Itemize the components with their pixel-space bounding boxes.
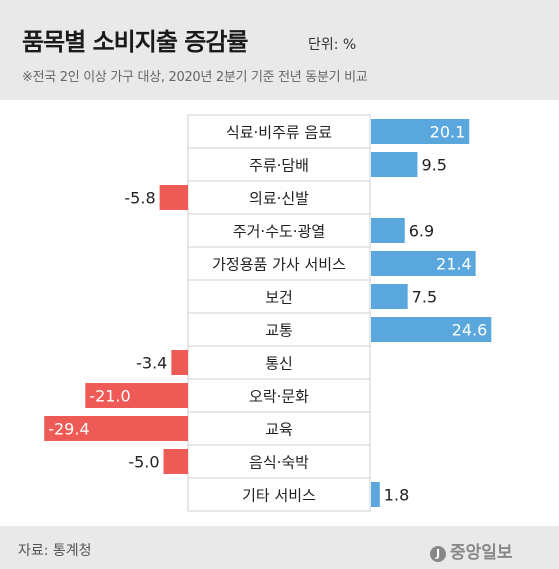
publisher-logo-text: 중앙일보 (450, 543, 513, 563)
category-box (187, 477, 371, 512)
value-label: 9.5 (421, 156, 446, 175)
category-label: 주류·담배 (249, 157, 309, 175)
category-label: 음식·숙박 (249, 454, 309, 472)
value-label: 21.4 (436, 255, 472, 274)
value-label: -21.0 (89, 387, 130, 406)
category-label: 식료·비주류 음료 (226, 124, 332, 142)
category-label: 교통 (265, 322, 293, 340)
value-label: -3.4 (136, 354, 167, 373)
category-box (187, 411, 371, 446)
chart-subtitle: ※전국 2인 이상 가구 대상, 2020년 2분기 기준 전년 동분기 비교 (22, 70, 368, 85)
publisher-logo: J 중앙일보 (430, 538, 513, 563)
category-label: 주거·수도·광열 (233, 223, 325, 241)
bar (371, 284, 408, 309)
value-label: 6.9 (409, 222, 434, 241)
publisher-logo-mark: J (430, 546, 446, 562)
bar (171, 350, 188, 375)
value-label: -5.0 (128, 453, 159, 472)
bar (85, 383, 188, 408)
category-box (187, 312, 371, 347)
chart-title: 품목별 소비지출 증감률 (22, 28, 249, 56)
category-label: 가정용품 가사 서비스 (212, 256, 346, 274)
value-label: 20.1 (430, 123, 466, 142)
value-label: -5.8 (124, 189, 155, 208)
bar (371, 317, 492, 342)
value-label: -29.4 (48, 420, 89, 439)
bar (163, 449, 188, 474)
value-label: 1.8 (384, 486, 409, 505)
bar (371, 152, 418, 177)
bar (371, 218, 405, 243)
category-label: 의료·신발 (249, 190, 309, 208)
category-label: 교육 (265, 421, 293, 439)
value-label: 24.6 (452, 321, 488, 340)
bar (159, 185, 188, 210)
bar (371, 251, 476, 276)
category-box (187, 180, 371, 215)
category-box (187, 279, 371, 314)
category-box (187, 444, 371, 479)
category-box (187, 213, 371, 248)
category-label: 기타 서비스 (242, 487, 316, 505)
category-label: 오락·문화 (249, 388, 309, 406)
category-label: 통신 (265, 355, 293, 373)
category-box (187, 147, 371, 182)
bar (371, 119, 470, 144)
bar (44, 416, 188, 441)
bar (371, 482, 380, 507)
category-box (187, 345, 371, 380)
source-label: 자료: 통계청 (18, 543, 92, 559)
value-label: 7.5 (412, 288, 437, 307)
category-box (187, 246, 371, 281)
unit-label: 단위: % (308, 37, 357, 53)
category-label: 보건 (265, 289, 293, 307)
